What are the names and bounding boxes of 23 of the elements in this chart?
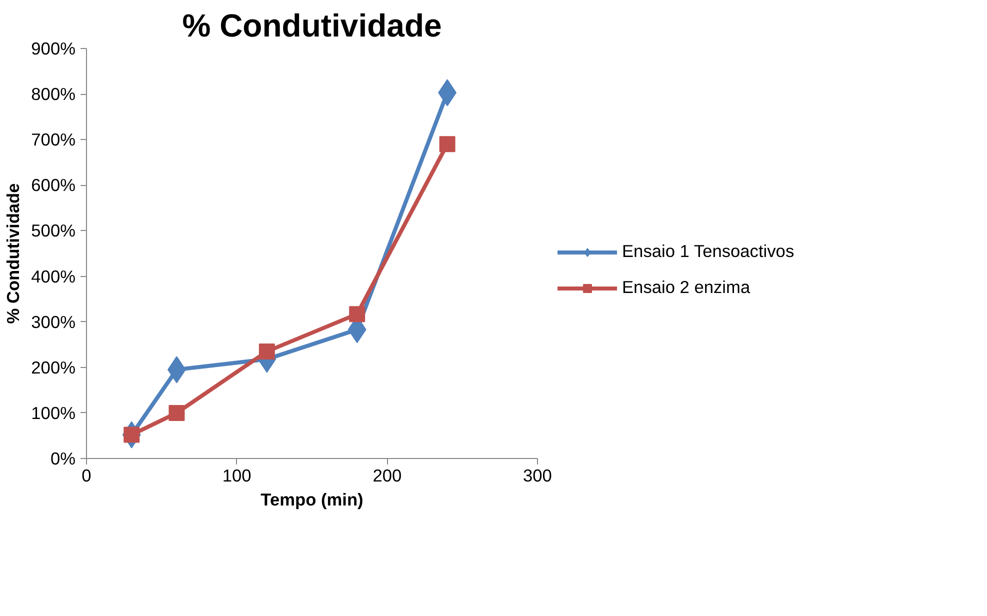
y-tick-label: 600% [31, 175, 76, 196]
x-axis-title: Tempo (min) [260, 490, 364, 510]
y-tick-label: 900% [31, 38, 76, 58]
y-tick-label: 100% [31, 402, 76, 423]
y-tick-label: 200% [31, 357, 76, 378]
point [168, 404, 185, 421]
x-tick-label: 200 [372, 466, 402, 486]
y-tick-label: 300% [31, 312, 76, 332]
y-tick-label: 500% [31, 220, 76, 241]
y-tick-label: 700% [31, 130, 76, 150]
y-axis-title: % Condutividade [3, 182, 24, 324]
x-tick-label: 0 [82, 466, 92, 486]
y-tick-label: 800% [31, 84, 76, 104]
point [258, 343, 275, 360]
legend-label: Ensaio 2 enzima [622, 277, 750, 298]
y-tick-label: 400% [31, 266, 76, 286]
x-tick-label: 300 [523, 466, 552, 486]
x-tick-label: 100 [222, 466, 252, 486]
chart-title: % Condutividade [182, 8, 442, 44]
y-tick-label: 0% [50, 448, 76, 468]
legend-label: Ensaio 1 Tensoactivos [622, 241, 794, 262]
point [349, 306, 366, 322]
point [439, 136, 456, 152]
